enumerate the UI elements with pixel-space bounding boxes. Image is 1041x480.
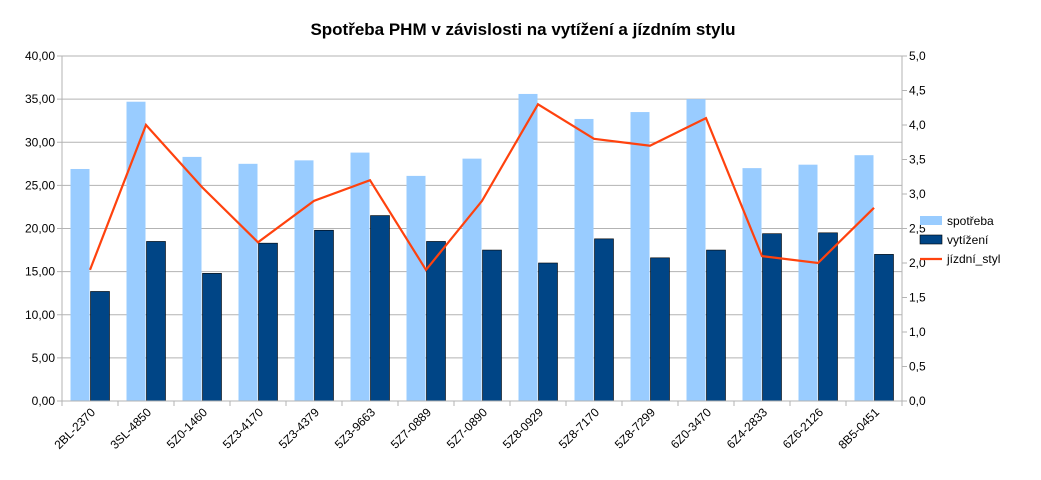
bar-vytizeni <box>90 291 110 402</box>
bar-spotreba <box>182 156 202 401</box>
bar-vytizeni <box>874 254 894 402</box>
bar-vytizeni <box>146 241 166 402</box>
y-left-tick-label: 40,00 <box>25 49 55 63</box>
gridlines <box>62 55 902 402</box>
y-left-tick-label: 5,00 <box>32 351 56 365</box>
x-tick-label: 5Z3-4170 <box>220 405 266 451</box>
y-left-tick-label: 35,00 <box>25 92 55 106</box>
x-tick-label: 5Z3-9663 <box>332 405 378 451</box>
y-left-tick-label: 30,00 <box>25 135 55 149</box>
bar-spotreba <box>518 93 538 401</box>
y-right-tick-label: 1,0 <box>909 325 926 339</box>
x-tick-label: 5Z3-4379 <box>276 405 322 451</box>
bar-vytizeni <box>202 273 222 402</box>
x-tick-label: 8B5-0451 <box>835 405 882 452</box>
x-tick-label: 5Z0-1460 <box>164 405 210 451</box>
line-jizdni-styl <box>88 102 875 272</box>
x-tick-label: 5Z8-7299 <box>612 405 658 451</box>
bar-spotreba <box>294 160 314 401</box>
bar-spotreba <box>70 168 90 401</box>
bar-vytizeni <box>538 262 558 402</box>
bar-vytizeni <box>706 249 726 402</box>
bar-vytizeni <box>818 232 838 402</box>
bar-vytizeni <box>482 249 502 402</box>
legend-swatch <box>920 216 942 225</box>
y-left-tick-label: 0,00 <box>32 394 56 408</box>
y-left-tick-label: 10,00 <box>25 308 55 322</box>
x-tick-label: 5Z7-0890 <box>444 405 490 451</box>
y-left-tick-label: 15,00 <box>25 265 55 279</box>
bar-vytizeni <box>594 238 614 402</box>
bar-vytizeni <box>370 215 390 402</box>
y-right-tick-label: 3,0 <box>909 187 926 201</box>
x-tick-label: 5Z8-7170 <box>556 405 602 451</box>
bar-spotreba <box>854 155 874 401</box>
y-right-tick-label: 3,5 <box>909 153 926 167</box>
y-left-tick-label: 20,00 <box>25 222 55 236</box>
bar-spotreba <box>630 112 650 401</box>
x-tick-label: 6Z0-3470 <box>668 405 714 451</box>
bar-spotreba <box>686 99 706 401</box>
x-tick-label: 5Z8-0929 <box>500 405 546 451</box>
y-right-tick-label: 0,5 <box>909 360 926 374</box>
legend-label: spotřeba <box>947 214 994 228</box>
bars <box>70 93 894 402</box>
legend: spotřeba vytížení jízdní_styl <box>919 214 1000 266</box>
x-tick-label: 3SL-4850 <box>107 405 154 452</box>
bar-spotreba <box>574 118 594 402</box>
y-right-tick-label: 4,0 <box>909 118 926 132</box>
line-series <box>88 102 875 272</box>
y-right-tick-label: 4,5 <box>909 84 926 98</box>
bar-vytizeni <box>258 242 278 402</box>
x-tick-label: 2BL-2370 <box>51 405 98 452</box>
y-right-tick-label: 5,0 <box>909 49 926 63</box>
bar-spotreba <box>406 175 426 401</box>
x-tick-label: 6Z4-2833 <box>724 405 770 451</box>
legend-label: jízdní_styl <box>946 252 1000 266</box>
y-right-tick-label: 0,0 <box>909 394 926 408</box>
bar-spotreba <box>238 163 258 401</box>
bar-spotreba <box>462 158 482 401</box>
bar-spotreba <box>742 168 762 401</box>
bar-spotreba <box>126 101 146 402</box>
bar-vytizeni <box>650 257 670 402</box>
y-right-tick-label: 1,5 <box>909 291 926 305</box>
bar-vytizeni <box>314 229 334 402</box>
chart-title: Spotřeba PHM v závislosti na vytížení a … <box>310 20 735 39</box>
bar-spotreba <box>798 164 818 401</box>
legend-swatch <box>919 234 943 245</box>
legend-label: vytížení <box>947 233 989 247</box>
y-left-tick-label: 25,00 <box>25 178 55 192</box>
x-tick-label: 5Z7-0889 <box>388 405 434 451</box>
bar-spotreba <box>350 152 370 401</box>
x-tick-label: 6Z6-2126 <box>780 405 826 451</box>
